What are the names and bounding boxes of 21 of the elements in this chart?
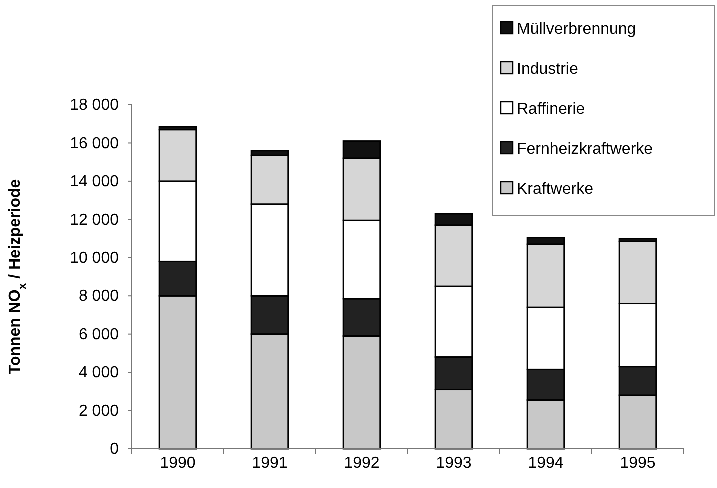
legend-label: Raffinerie <box>517 101 586 118</box>
legend-label: Müllverbrennung <box>517 21 636 38</box>
y-tick-label: 14 000 <box>70 174 120 191</box>
legend-label: Industrie <box>517 61 578 78</box>
x-tick-label: 1992 <box>344 455 380 472</box>
legend-label: Kraftwerke <box>517 181 594 198</box>
y-tick-label: 16 000 <box>70 135 120 152</box>
y-tick-label: 12 000 <box>70 212 120 229</box>
y-tick-label: 0 <box>110 441 120 458</box>
x-tick-label: 1993 <box>436 455 472 472</box>
y-tick-label: 8 000 <box>78 288 120 306</box>
y-tick-label: 2 000 <box>78 402 120 420</box>
y-tick-label: 6 000 <box>78 326 120 344</box>
legend-label: Fernheizkraftwerke <box>517 141 654 158</box>
x-tick-label: 1995 <box>620 455 656 472</box>
y-tick-label: 10 000 <box>70 250 120 268</box>
x-tick-label: 1994 <box>528 455 564 472</box>
y-tick-label: 18 000 <box>70 97 120 114</box>
x-tick-label: 1990 <box>160 455 196 472</box>
x-tick-label: 1991 <box>252 455 288 472</box>
y-tick-label: 4 000 <box>78 364 120 382</box>
